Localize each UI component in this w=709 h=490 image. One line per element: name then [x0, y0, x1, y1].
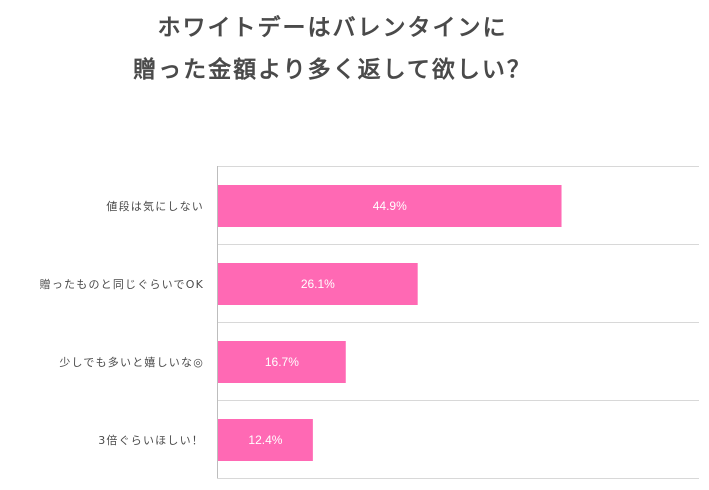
bar-2 [218, 341, 346, 383]
value-label-0: 44.9% [373, 199, 407, 213]
value-label-2: 16.7% [265, 355, 299, 369]
category-label-2: 少しでも多いと嬉しいな◎ [59, 355, 204, 369]
category-label-0: 値段は気にしない [106, 199, 204, 213]
chart-title-line-2: 贈った金額より多く返して欲しい？ [133, 57, 532, 83]
bar-0 [218, 185, 562, 227]
value-label-1: 26.1% [301, 277, 335, 291]
category-label-3: 3倍ぐらいほしい！ [98, 433, 204, 447]
bar-3 [218, 419, 313, 461]
chart-title-line-1: ホワイトデーはバレンタインに [157, 15, 508, 41]
value-label-3: 12.4% [248, 433, 282, 447]
category-label-1: 贈ったものと同じぐらいでOK [40, 277, 204, 291]
bar-1 [218, 263, 418, 305]
